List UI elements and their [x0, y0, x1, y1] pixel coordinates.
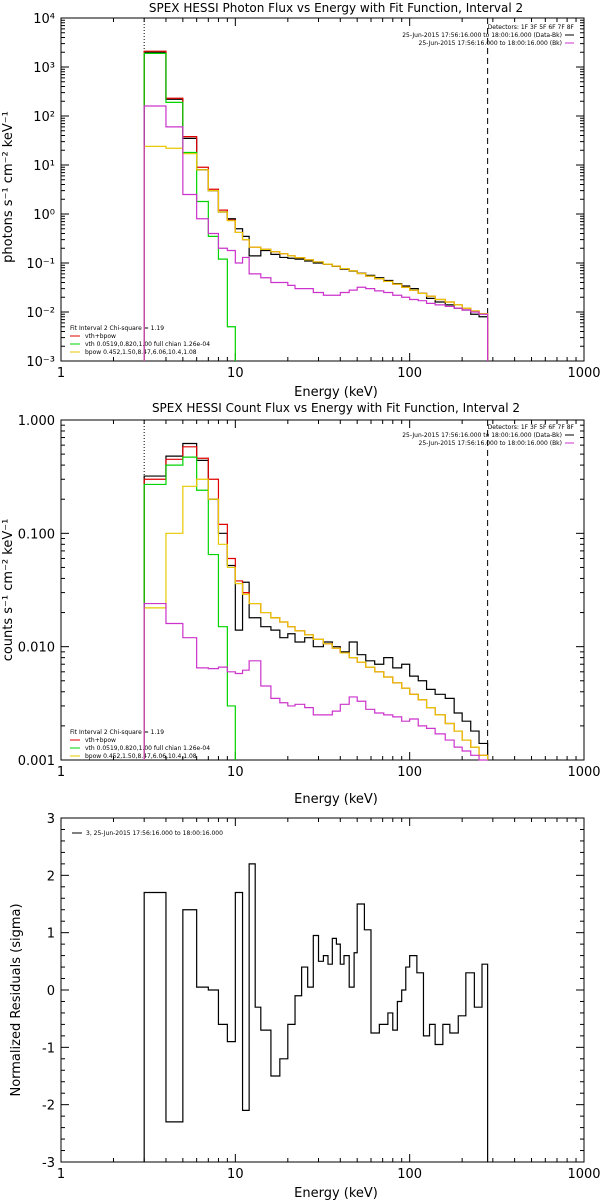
series-data-line	[143, 442, 489, 760]
y-tick-label: -3	[42, 1156, 55, 1171]
legend-data-bk: 25-Jun-2015 17:56:16.000 to 18:00:16.000…	[402, 432, 562, 439]
x-tick-label: 100	[397, 366, 422, 381]
y-tick-label: 10⁻³	[26, 355, 55, 370]
y-tick-label: 0.001	[18, 754, 55, 769]
plot-frame	[60, 817, 585, 1163]
y-tick-label: 0	[47, 984, 55, 999]
y-tick-labels: 0.001 0.010 0.100 1.000	[18, 414, 55, 769]
legend-fit-total: vth+bpow	[85, 333, 116, 340]
legend-fit-total: vth+bpow	[85, 737, 116, 744]
chart-title: SPEX HESSI Count Flux vs Energy with Fit…	[152, 401, 520, 415]
x-axis-label: Energy (keV)	[294, 1186, 378, 1200]
legend-fit-bpow: bpow 0.452,1.50,8.47,6.06,10.4,1.08	[85, 753, 197, 760]
y-tick-label: 3	[47, 812, 55, 827]
x-tick-label: 1000	[567, 366, 600, 381]
x-tick-label: 10	[227, 366, 244, 381]
series-vth-line	[143, 456, 236, 760]
x-tick-label: 1	[57, 366, 65, 381]
x-tick-label: 1000	[567, 765, 600, 780]
legend-fit-header: Fit Interval 2 Chi-square = 1.19	[70, 325, 164, 332]
y-tick-label: 0.010	[18, 641, 55, 656]
y-tick-label: -2	[42, 1099, 55, 1114]
x-axis-label: Energy (keV)	[294, 385, 378, 400]
y-tick-label: 1	[47, 927, 55, 942]
y-tick-label: 10²	[33, 110, 55, 125]
legend-data-bk: 25-Jun-2015 17:56:16.000 to 18:00:16.000…	[402, 32, 562, 39]
series-bpow-line	[143, 478, 489, 760]
legend-fit-header: Fit Interval 2 Chi-square = 1.19	[70, 729, 164, 736]
x-tick-label: 10	[227, 765, 244, 780]
y-tick-label: 2	[47, 869, 55, 884]
count-flux-panel: SPEX HESSI Count Flux vs Energy with Fit…	[1, 401, 600, 807]
x-tick-label: 100	[397, 765, 422, 780]
x-tick-labels: 1 10 100 1000	[57, 765, 600, 780]
y-tick-labels: 10⁻³ 10⁻² 10⁻¹ 10⁰ 10¹ 10² 10³ 10⁴	[26, 12, 55, 370]
legend-fit-vth: vth 0.0519,0.820,1.00 full chian 1.26e-0…	[85, 745, 210, 752]
y-tick-label: 10¹	[33, 159, 55, 174]
series-background-line	[143, 105, 489, 361]
y-tick-label: 10⁴	[33, 12, 55, 27]
series-total-line	[143, 50, 489, 361]
series-vth-line	[143, 52, 236, 361]
y-tick-label: 0.100	[18, 527, 55, 542]
y-axis-label: photons s⁻¹ cm⁻² keV⁻¹	[1, 111, 16, 263]
legend-detectors: Detectors: 1F 3F 5F 6F 7F 8F	[488, 424, 575, 431]
series-data-line	[143, 51, 489, 361]
x-axis-label: Energy (keV)	[294, 792, 378, 807]
series-bpow-line	[143, 145, 489, 361]
legend-fit-vth: vth 0.0519,0.820,1.00 full chian 1.26e-0…	[85, 341, 210, 348]
y-tick-label: 10³	[33, 61, 55, 76]
series-data-line	[143, 863, 489, 1162]
y-tick-label: -1	[42, 1041, 55, 1056]
y-tick-label: 10⁻²	[26, 306, 55, 321]
chart-title: SPEX HESSI Photon Flux vs Energy with Fi…	[149, 1, 523, 15]
legend-residual-interval: 3, 25-Jun-2015 17:56:16.000 to 18:00:16.…	[86, 830, 223, 837]
y-tick-labels: -3 -2 -1 0 1 2 3	[42, 812, 55, 1171]
x-tick-labels: 1 10 100 1000	[57, 1167, 600, 1182]
y-axis-label: counts s⁻¹ cm⁻² keV⁻¹	[1, 519, 16, 662]
x-tick-label: 1	[57, 765, 65, 780]
residuals-panel: Energy (keV) Normalized Residuals (sigma…	[9, 812, 600, 1200]
y-axis-label: Normalized Residuals (sigma)	[9, 903, 24, 1096]
x-tick-label: 10	[227, 1167, 244, 1182]
plot-frame	[60, 419, 585, 761]
legend-bk: 25-Jun-2015 17:56:16.000 to 18:00:16.000…	[419, 40, 562, 47]
x-tick-label: 1	[57, 1167, 65, 1182]
plot-frame	[60, 17, 585, 362]
x-tick-label: 1000	[567, 1167, 600, 1182]
legend-detectors: Detectors: 1F 3F 5F 6F 7F 8F	[488, 24, 575, 31]
legend-fit-bpow: bpow 0.452,1.50,8.47,6.06,10.4,1.08	[85, 349, 197, 356]
series-total-line	[143, 446, 489, 760]
photon-flux-panel: SPEX HESSI Photon Flux vs Energy with Fi…	[1, 1, 600, 400]
series-background-line	[143, 602, 488, 761]
y-tick-label: 10⁻¹	[26, 257, 55, 272]
y-tick-label: 10⁰	[33, 208, 55, 223]
x-tick-label: 100	[397, 1167, 422, 1182]
y-tick-label: 1.000	[18, 414, 55, 429]
legend-bk: 25-Jun-2015 17:56:16.000 to 18:00:16.000…	[419, 440, 562, 447]
x-tick-labels: 1 10 100 1000	[57, 366, 600, 381]
